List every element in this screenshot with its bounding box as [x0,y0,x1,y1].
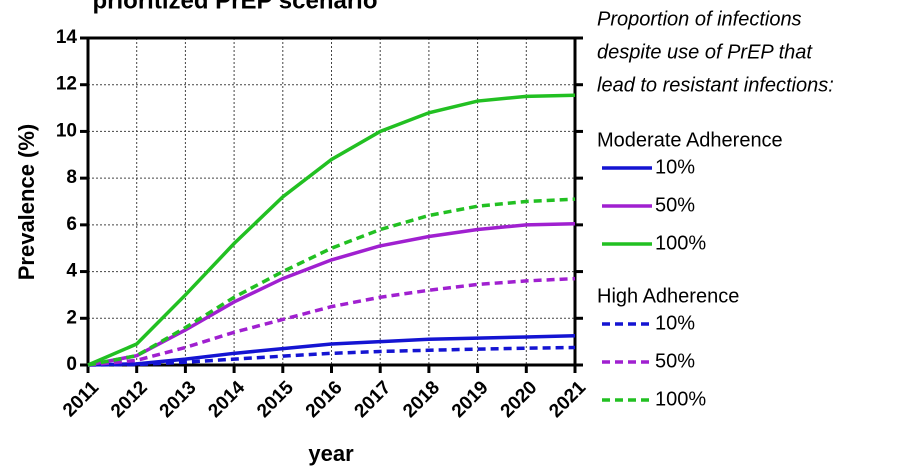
x-tick-label: 2015 [253,377,298,422]
legend-label: 50% [655,194,695,216]
x-tick-label: 2018 [399,377,444,422]
legend-note: despite use of PrEP that [597,41,813,63]
x-tick-label: 2014 [204,377,249,422]
y-tick-label: 0 [66,354,77,375]
x-tick-label: 2017 [351,377,396,422]
y-tick-label: 14 [56,27,78,48]
line [87,334,576,367]
x-tick-label: 2013 [156,377,201,422]
x-tick-label: 2016 [302,377,347,422]
x-axis-label: year [308,441,354,466]
line [87,93,576,367]
chart-title: prioritized PrEP scenario [93,0,378,14]
y-tick-label: 8 [66,167,77,188]
legend-group: Moderate Adherence [597,129,783,151]
plot-frame [86,36,577,367]
y-tick-label: 10 [56,120,77,141]
y-tick-label: 2 [66,307,77,328]
x-tick-label: 2011 [59,377,103,421]
legend-label: 100% [655,388,706,410]
y-axis-label: Prevalence (%) [14,124,39,281]
line [87,276,576,367]
x-tick-label: 2019 [448,377,493,422]
y-tick-label: 12 [56,74,77,95]
y-tick-label: 4 [66,261,77,282]
line [87,221,576,367]
legend-label: 10% [655,156,695,178]
x-tick-label: 2021 [545,377,590,422]
legend-label: 50% [655,350,695,372]
line [87,345,576,367]
x-tick-label: 2020 [497,377,542,422]
legend-label: 10% [655,312,695,334]
y-tick-label: 6 [66,214,77,235]
legend-group: High Adherence [597,285,739,307]
x-tick-label: 2012 [107,377,152,422]
legend-note: lead to resistant infections: [597,74,834,96]
legend-label: 100% [655,232,706,254]
legend-note: Proportion of infections [597,8,802,30]
